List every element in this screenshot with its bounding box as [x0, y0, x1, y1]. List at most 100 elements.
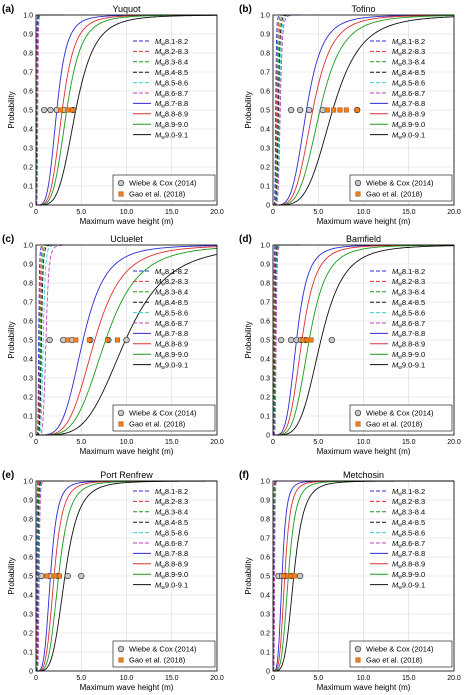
- x-tick-label: 15.0: [402, 439, 416, 446]
- wiebe-cox-point: [287, 336, 295, 344]
- legend-entry: Mw8.6-8.7: [155, 319, 188, 330]
- marker-legend-box: [112, 640, 216, 668]
- legend-entry: Mw8.8-8.9: [155, 340, 188, 351]
- y-tick-label: 0.8: [260, 51, 270, 58]
- gao-point: [51, 573, 57, 579]
- x-tick-label: 0: [271, 209, 275, 216]
- y-axis-label: Probability: [244, 321, 253, 358]
- legend-entry: Mw8.8-8.9: [392, 340, 425, 351]
- x-tick-label: 0: [34, 209, 38, 216]
- y-tick-label: 0.5: [260, 574, 270, 581]
- legend-entry: Mw8.9-9.0: [155, 570, 188, 581]
- legend-entry: Mw8.8-8.9: [155, 560, 188, 571]
- legend-entry: Mw8.8-8.9: [392, 110, 425, 121]
- legend-square-marker: [355, 657, 361, 663]
- marker-legend-label: Wiebe & Cox (2014): [366, 179, 434, 188]
- legend-entry: Mw8.7-8.8: [155, 329, 188, 340]
- legend-entry: Mw8.9-9.0: [392, 350, 425, 361]
- legend-entry: Mw8.2-8.3: [155, 497, 188, 508]
- legend-entry: Mw8.6-8.7: [155, 89, 188, 100]
- marker-legend-box: [112, 174, 216, 202]
- marker-legend-label: Wiebe & Cox (2014): [366, 645, 434, 654]
- y-tick-label: 0.3: [23, 376, 33, 383]
- marker-legend-label: Wiebe & Cox (2014): [129, 409, 197, 418]
- panel-title: Bamfield: [346, 234, 381, 244]
- panel-e: (e) Port Renfrew 0 0.1 0.2 0.3 0.4 0.5 0.6 0.7 0.8…: [2, 470, 224, 692]
- x-tick-label: 20.0: [210, 439, 224, 446]
- y-tick-label: 1.0: [23, 479, 33, 486]
- legend-circle-marker: [354, 645, 362, 653]
- legend-entry: Mw8.4-8.5: [392, 518, 425, 529]
- gao-point: [104, 337, 110, 343]
- plot-frame: [35, 244, 218, 436]
- series-line: [36, 245, 218, 436]
- y-tick-label: 0.4: [260, 357, 270, 364]
- legend-entry: Mw8.9-9.0: [392, 120, 425, 131]
- legend-entry: Mw8.7-8.8: [155, 549, 188, 560]
- legend-entry: Mw8.2-8.3: [155, 47, 188, 58]
- marker-legend-label: Wiebe & Cox (2014): [129, 179, 197, 188]
- series-line: [36, 247, 218, 436]
- plot-frame: [35, 14, 218, 206]
- panel-d: (d) Bamfield 0 0.1 0.2 0.3 0.4 0.5 0.6 0.7 0.8 0.9 1…: [239, 234, 461, 456]
- y-tick-label: 0.3: [260, 376, 270, 383]
- y-tick-label: 0.6: [260, 319, 270, 326]
- legend-entry: Mw8.3-8.4: [155, 288, 188, 299]
- marker-legend-label: Wiebe & Cox (2014): [366, 409, 434, 418]
- wiebe-cox-point: [306, 106, 313, 114]
- legend-entry: Mw8.6-8.7: [392, 89, 425, 100]
- series-line: [273, 15, 455, 206]
- y-tick-label: 0.4: [260, 127, 270, 134]
- legend-circle-marker: [354, 409, 362, 417]
- y-tick-label: 0.1: [260, 414, 270, 421]
- x-tick-label: 20.0: [210, 209, 224, 216]
- gao-point: [343, 107, 349, 113]
- y-tick-label: 0.1: [23, 184, 33, 191]
- x-axis-label: Maximum wave height (m): [317, 447, 411, 456]
- legend-entry: Mw8.3-8.4: [155, 58, 188, 69]
- y-tick-label: 0.7: [260, 300, 270, 307]
- legend-circle-marker: [117, 409, 125, 417]
- legend-circle-marker: [354, 179, 362, 187]
- y-tick-label: 0.1: [260, 184, 270, 191]
- y-tick-label: 0.4: [23, 357, 33, 364]
- y-tick-label: 0: [266, 203, 270, 210]
- x-tick-label: 15.0: [165, 439, 179, 446]
- x-tick-label: 10.0: [120, 209, 134, 216]
- y-tick-label: 0.7: [260, 70, 270, 77]
- legend-entry: Mw8.4-8.5: [155, 298, 188, 309]
- marker-legend-box: [112, 404, 216, 432]
- legend-entry: Mw9.0-9.1: [392, 360, 425, 371]
- panel-f: (f) Metchosin 0 0.1 0.2 0.3 0.4 0.5 0.6 0.7 0.8 0.9…: [239, 470, 461, 692]
- x-tick-label: 15.0: [165, 209, 179, 216]
- legend-entry: Mw9.0-9.1: [392, 130, 425, 141]
- gao-point: [300, 337, 306, 343]
- legend-entry: Mw8.5-8.6: [392, 308, 425, 319]
- x-tick-label: 15.0: [402, 209, 416, 216]
- legend-entry: Mw8.1-8.2: [392, 487, 425, 498]
- y-tick-label: 0.9: [23, 262, 33, 269]
- x-tick-label: 0: [34, 439, 38, 446]
- panel-c: (c) Ucluelet 0 0.1 0.2 0.3 0.4 0.5 0.6 0.7 0.8 0.9 1…: [2, 234, 224, 456]
- y-tick-label: 0.8: [23, 281, 33, 288]
- legend-square-marker: [355, 191, 361, 197]
- y-tick-label: 0.6: [260, 89, 270, 96]
- y-tick-label: 0: [266, 433, 270, 440]
- wiebe-cox-point: [319, 106, 326, 114]
- series-line: [36, 244, 64, 436]
- y-tick-label: 0.6: [260, 555, 270, 562]
- legend-entry: Mw8.4-8.5: [155, 68, 188, 79]
- y-tick-label: 0.6: [23, 555, 33, 562]
- y-tick-label: 1.0: [23, 243, 33, 250]
- y-tick-label: 0.7: [23, 300, 33, 307]
- legend-entry: Mw8.2-8.3: [392, 497, 425, 508]
- y-tick-label: 0.9: [260, 32, 270, 39]
- marker-legend-label: Gao et al. (2018): [129, 656, 186, 665]
- y-tick-label: 0.8: [260, 517, 270, 524]
- y-axis-label: Probability: [7, 557, 16, 594]
- legend-entry: Mw9.0-9.1: [155, 360, 188, 371]
- legend-entry: Mw8.3-8.4: [392, 508, 425, 519]
- legend-entry: Mw8.7-8.8: [392, 329, 425, 340]
- y-tick-label: 0.8: [23, 517, 33, 524]
